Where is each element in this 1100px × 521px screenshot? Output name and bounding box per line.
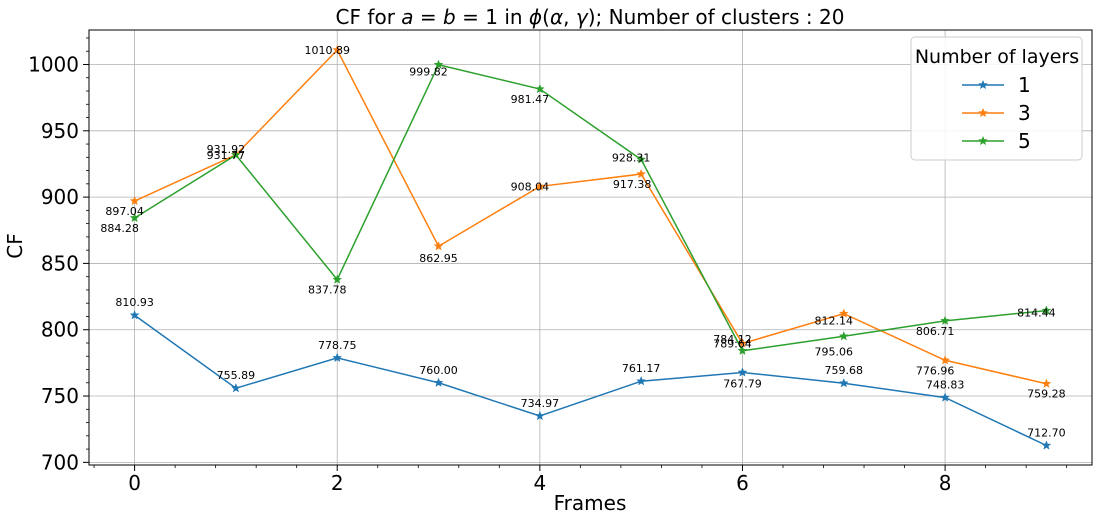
data-point-5 <box>332 274 343 284</box>
data-point-5 <box>534 83 545 94</box>
data-point-1 <box>1041 440 1052 450</box>
data-point-3 <box>129 195 140 206</box>
series-5 <box>129 59 1052 356</box>
data-label-5: 999.82 <box>409 66 448 79</box>
series-line-3 <box>134 48 1047 385</box>
x-axis-title: Frames <box>554 491 627 515</box>
data-point-5 <box>737 345 748 356</box>
legend-marker-5 <box>978 135 988 146</box>
data-point-1 <box>636 376 647 386</box>
data-label-1: 810.93 <box>115 296 154 309</box>
data-point-1 <box>838 377 849 388</box>
data-point-3 <box>838 308 849 318</box>
data-label-1: 712.70 <box>1027 427 1066 440</box>
data-label-1: 767.79 <box>723 377 762 390</box>
data-point-5 <box>838 331 849 341</box>
data-label-1: 778.75 <box>318 339 357 352</box>
axes: 0 2 4 6 8 700 750 800 850 900 950 1000 <box>28 37 1068 495</box>
data-point-3 <box>1041 378 1052 388</box>
series-line-1 <box>134 314 1047 447</box>
data-label-3: 789.64 <box>713 337 752 350</box>
y-axis-title: CF <box>3 233 27 258</box>
legend-marker-1 <box>978 79 988 90</box>
data-point-1 <box>433 377 444 387</box>
series-layer <box>129 44 1052 450</box>
data-label-5: 784.12 <box>713 333 752 346</box>
data-labels: 810.93 755.89 778.75 760.00 734.97 761.17 767.… <box>100 44 1065 439</box>
data-label-1: 760.00 <box>419 364 458 377</box>
x-tick-label: 4 <box>533 471 546 495</box>
data-label-5: 931.77 <box>207 149 246 162</box>
data-point-5 <box>129 212 140 223</box>
data-label-1: 748.83 <box>926 379 965 392</box>
data-label-3: 897.04 <box>105 205 144 218</box>
y-tick-label: 1000 <box>28 52 79 76</box>
x-tick-label: 2 <box>331 471 344 495</box>
legend-items: 1 3 5 <box>962 73 1031 153</box>
data-label-5: 837.78 <box>308 284 347 297</box>
data-point-3 <box>332 44 343 55</box>
y-tick-label: 850 <box>41 251 79 275</box>
data-point-3 <box>433 241 444 251</box>
data-point-5 <box>1041 305 1052 315</box>
y-tick-label: 700 <box>41 450 79 474</box>
data-label-3: 931.92 <box>207 143 246 156</box>
data-point-5 <box>433 59 444 69</box>
data-point-1 <box>737 367 748 377</box>
data-point-1 <box>230 383 241 393</box>
data-point-3 <box>534 181 545 191</box>
data-point-5 <box>636 154 647 164</box>
legend-label-1: 1 <box>1018 73 1031 97</box>
series-1 <box>129 310 1052 450</box>
data-point-1 <box>332 352 343 363</box>
data-point-1 <box>129 310 140 320</box>
data-point-5 <box>940 315 951 326</box>
plot-frame <box>88 29 1093 466</box>
data-label-5: 981.47 <box>511 93 550 106</box>
data-label-1: 755.89 <box>217 369 256 382</box>
x-tick-label: 8 <box>939 471 952 495</box>
grid <box>89 30 1092 465</box>
chart-title: CF for a = b = 1 in ϕ(α, γ); Number of c… <box>336 5 845 29</box>
x-tick-label: 0 <box>128 471 141 495</box>
data-point-3 <box>940 355 951 365</box>
legend-box <box>910 36 1083 161</box>
data-label-5: 928.31 <box>612 152 651 165</box>
data-point-1 <box>940 392 951 402</box>
legend-title: Number of layers <box>915 46 1079 68</box>
data-label-5: 884.28 <box>100 222 139 235</box>
legend-marker-3 <box>978 107 988 118</box>
y-tick-label: 800 <box>41 318 79 342</box>
data-label-1: 734.97 <box>521 397 560 410</box>
data-label-5: 814.44 <box>1017 307 1056 320</box>
data-label-5: 795.06 <box>815 345 854 358</box>
series-line-5 <box>134 63 1047 352</box>
legend-label-3: 3 <box>1018 101 1031 125</box>
y-tick-label: 950 <box>41 119 79 143</box>
y-tick-label: 750 <box>41 384 79 408</box>
data-label-3: 759.28 <box>1027 388 1066 401</box>
data-point-3 <box>636 168 647 179</box>
legend: Number of layers 1 3 5 <box>910 36 1083 161</box>
data-label-5: 806.71 <box>916 325 955 338</box>
y-tick-label: 900 <box>41 185 79 209</box>
data-label-3: 1010.89 <box>304 44 350 57</box>
data-label-1: 759.68 <box>825 364 864 377</box>
data-label-3: 776.96 <box>916 364 955 377</box>
data-label-3: 908.04 <box>511 180 550 193</box>
data-point-3 <box>737 338 748 348</box>
legend-label-5: 5 <box>1018 129 1031 153</box>
data-label-1: 761.17 <box>622 362 661 375</box>
x-tick-label: 6 <box>736 471 749 495</box>
data-point-5 <box>230 149 241 160</box>
data-point-1 <box>534 410 545 421</box>
data-label-3: 812.14 <box>815 315 854 328</box>
data-label-3: 917.38 <box>613 178 652 191</box>
data-label-3: 862.95 <box>419 252 458 265</box>
